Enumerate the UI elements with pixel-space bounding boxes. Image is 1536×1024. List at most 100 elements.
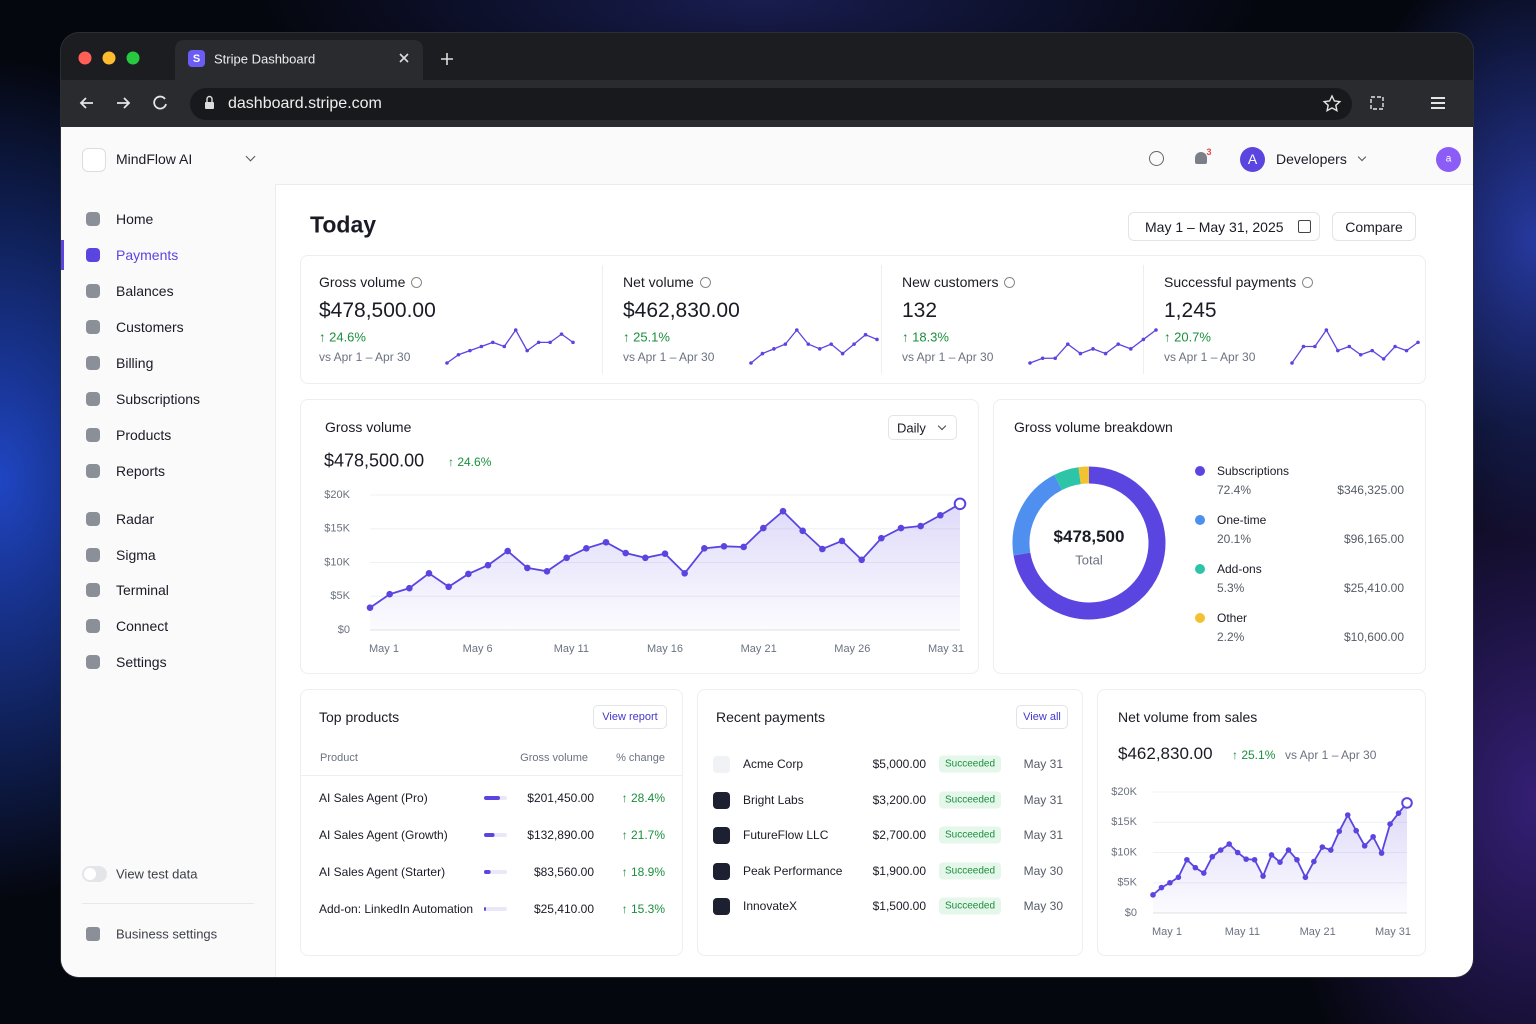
page-title: Today (310, 211, 377, 238)
payment-amount: $1,500.00 (872, 899, 926, 913)
payment-status: Succeeded (938, 826, 1002, 844)
tab-icon-letter: S (192, 53, 201, 65)
kpi-compare: vs Apr 1 – Apr 30 (319, 350, 411, 364)
nav-item[interactable]: Payments (116, 247, 179, 263)
url[interactable]: dashboard.stripe.com (228, 95, 382, 112)
bell-icon[interactable] (1195, 152, 1207, 164)
active-indicator (61, 240, 64, 270)
kpi-label: New customers (902, 274, 1016, 290)
nav-item[interactable]: Billing (116, 355, 154, 371)
tab-title[interactable]: Stripe Dashboard (214, 51, 316, 67)
nav-item[interactable]: Products (116, 427, 172, 443)
chart-compare: vs Apr 1 – Apr 30 (1285, 748, 1377, 762)
active-tab[interactable] (175, 40, 423, 80)
nav-icon (86, 428, 100, 442)
chart-title: Gross volume (325, 419, 412, 435)
nav-item[interactable]: Terminal (116, 582, 169, 599)
menu-button[interactable] (1431, 97, 1445, 109)
period-label: Daily (897, 420, 926, 435)
legend-name: Add-ons (1217, 562, 1262, 576)
tab-close[interactable] (399, 53, 409, 63)
nav-item[interactable]: Subscriptions (116, 391, 201, 407)
avatar-letter: A (1247, 151, 1258, 167)
view-report-label: View report (602, 711, 658, 723)
payment-amount: $5,000.00 (872, 757, 926, 771)
back-button[interactable] (79, 97, 93, 109)
card-title: Recent payments (716, 709, 825, 725)
company-icon (713, 791, 730, 809)
kpi-label: Net volume (623, 274, 711, 290)
legend-name: One-time (1217, 513, 1267, 527)
payment-amount: $3,200.00 (872, 792, 926, 807)
nav-item[interactable]: Settings (116, 653, 167, 670)
product-volume: $83,560.00 (533, 865, 594, 879)
card-title: Top products (319, 709, 400, 725)
reload-button[interactable] (153, 95, 167, 110)
calendar-icon (1298, 220, 1311, 233)
product-change: ↑ 21.7% (621, 828, 665, 842)
browser-window: S Stripe Dashboard dashboard.stripe.com Mi… (61, 33, 1473, 977)
business-settings[interactable]: Business settings (116, 926, 218, 942)
zoom-dot[interactable] (126, 51, 140, 65)
nav-icon (86, 284, 100, 298)
legend-amount: $25,410.00 (1343, 581, 1404, 595)
compare-button[interactable] (1332, 212, 1416, 241)
chart-change: ↑ 24.6% (448, 455, 492, 469)
product-volume: $25,410.00 (533, 902, 594, 916)
legend-name: Other (1217, 611, 1248, 625)
view-all-button[interactable] (1016, 705, 1068, 729)
nav-item[interactable]: Radar (116, 511, 155, 527)
view-report-button[interactable] (593, 705, 667, 729)
gross-volume-card (300, 399, 979, 674)
payment-date: May 31 (1023, 792, 1063, 807)
nav-icon (86, 583, 100, 598)
chart-change: ↑ 25.1% (1232, 748, 1276, 762)
nav-item[interactable]: Balances (116, 283, 174, 299)
forward-button[interactable] (117, 97, 131, 109)
extensions[interactable] (1370, 96, 1384, 110)
kpi-value: $462,830.00 (623, 299, 740, 322)
nav-icon (86, 356, 100, 370)
period-dropdown[interactable] (888, 415, 957, 440)
developers-menu[interactable]: Developers (1276, 151, 1347, 167)
user-avatar[interactable] (1436, 147, 1461, 172)
kpi-label: Successful payments (1164, 274, 1314, 290)
info-icon[interactable] (1004, 277, 1016, 288)
bookmark[interactable] (1322, 94, 1342, 112)
new-tab[interactable] (441, 53, 453, 65)
nav-item[interactable]: Sigma (116, 546, 156, 563)
info-icon[interactable] (699, 277, 711, 288)
chart-total: $462,830.00 (1118, 744, 1213, 763)
address-bar[interactable] (190, 88, 1352, 120)
nav-icon (86, 464, 100, 478)
nav-icon (86, 547, 100, 562)
kpi-change: ↑ 18.3% (902, 329, 949, 345)
minimize-dot[interactable] (102, 51, 116, 65)
nav-item[interactable]: Reports (116, 463, 166, 479)
product-name: Add-on: LinkedIn Automation (319, 902, 474, 916)
nav-item[interactable]: Customers (116, 319, 184, 335)
kpi-compare: vs Apr 1 – Apr 30 (623, 350, 715, 364)
kpi-change: ↑ 24.6% (319, 329, 366, 345)
column-header: Product (320, 752, 358, 764)
nav-icon (86, 392, 100, 406)
company-icon (713, 827, 730, 844)
account-name[interactable]: MindFlow AI (116, 151, 193, 167)
info-icon[interactable] (1302, 277, 1314, 288)
kpi-divider (1143, 265, 1144, 374)
payment-status: Succeeded (938, 755, 1002, 773)
help-icon[interactable] (1149, 151, 1164, 166)
nav-icon (86, 248, 100, 262)
chart-total: $478,500.00 (324, 450, 425, 471)
kpi-change: ↑ 25.1% (623, 329, 670, 345)
nav-item[interactable]: Home (116, 211, 154, 227)
company-name: Bright Labs (743, 792, 804, 807)
company-icon (713, 898, 730, 915)
close-dot[interactable] (78, 51, 92, 65)
info-icon[interactable] (411, 277, 423, 288)
company-icon (713, 756, 730, 773)
payment-date: May 31 (1023, 757, 1063, 771)
nav-item[interactable]: Connect (116, 618, 169, 635)
date-button[interactable] (1128, 212, 1320, 241)
toggle-knob (84, 868, 96, 880)
